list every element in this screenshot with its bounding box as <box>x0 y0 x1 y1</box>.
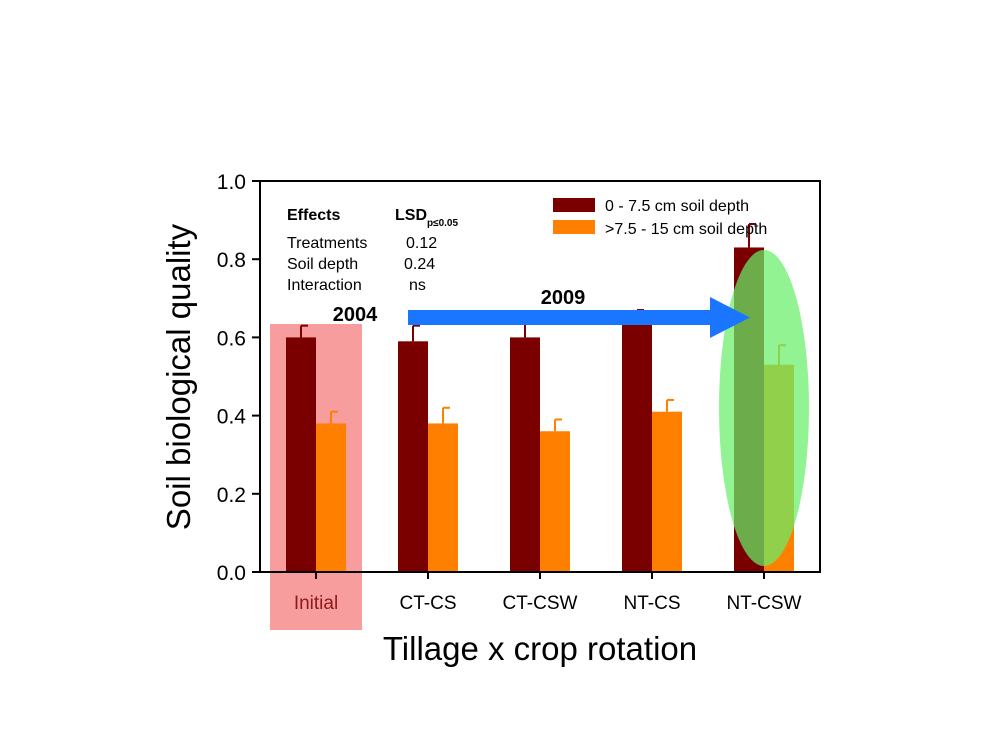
effects-row-soil-depth: Soil depth <box>287 256 358 273</box>
lsd-value-interaction: ns <box>409 277 426 294</box>
bar-s0-CT-CSW <box>510 337 540 572</box>
x-tick-label-NT-CSW: NT-CSW <box>727 593 802 614</box>
effects-header: Effects <box>287 207 340 224</box>
bar-s1-NT-CS <box>652 411 682 572</box>
legend-swatch-1 <box>553 220 595 234</box>
lsd-value-soil-depth: 0.24 <box>404 256 435 273</box>
arrow-head <box>710 297 750 338</box>
bar-s1-CT-CSW <box>540 431 570 572</box>
y-tick-label-0: 0.0 <box>217 562 246 585</box>
x-axis-title: Tillage x crop rotation <box>383 630 697 667</box>
effects-row-interaction: Interaction <box>287 277 362 294</box>
x-tick-label-NT-CS: NT-CS <box>624 593 681 614</box>
legend-label-1: >7.5 - 15 cm soil depth <box>605 221 767 238</box>
bar-s1-CT-CS <box>428 423 458 572</box>
y-axis-title: Soil biological quality <box>160 223 197 530</box>
x-tick-label-CT-CSW: CT-CSW <box>503 593 578 614</box>
bar-s0-CT-CS <box>398 341 428 572</box>
bars-layer <box>286 223 794 572</box>
lsd-label: LSD <box>395 207 427 224</box>
y-tick-label-5: 1.0 <box>217 171 246 194</box>
lsd-subscript: p≤0.05 <box>427 218 458 229</box>
year-end-label: 2009 <box>541 287 586 309</box>
bar-s0-NT-CS <box>622 321 652 572</box>
bar-s1-Initial <box>316 423 346 572</box>
x-tick-label-CT-CS: CT-CS <box>400 593 457 614</box>
effects-row-treatments: Treatments <box>287 235 367 252</box>
legend: 0 - 7.5 cm soil depth >7.5 - 15 cm soil … <box>553 198 767 238</box>
year-start-label: 2004 <box>333 304 378 326</box>
arrow-shaft <box>408 310 713 325</box>
lsd-value-treatments: 0.12 <box>406 235 437 252</box>
bar-s0-Initial <box>286 337 316 572</box>
legend-label-0: 0 - 7.5 cm soil depth <box>605 198 749 215</box>
ntcsw-highlight-ellipse <box>719 250 809 566</box>
y-tick-label-3: 0.6 <box>217 327 246 350</box>
effects-table: Effects LSDp≤0.05 Treatments 0.12 Soil d… <box>287 207 458 294</box>
y-tick-label-4: 0.8 <box>217 249 246 272</box>
y-tick-label-2: 0.4 <box>217 406 247 429</box>
axis-layer: 0.0 0.2 0.4 0.6 0.8 1.0 Initial CT-CS CT-CSW NT-C… <box>217 171 802 614</box>
x-tick-label-Initial: Initial <box>294 593 338 614</box>
overlay-layer <box>408 250 809 566</box>
lsd-header: LSDp≤0.05 <box>395 207 458 229</box>
legend-swatch-0 <box>553 198 595 212</box>
y-tick-label-1: 0.2 <box>217 484 246 507</box>
